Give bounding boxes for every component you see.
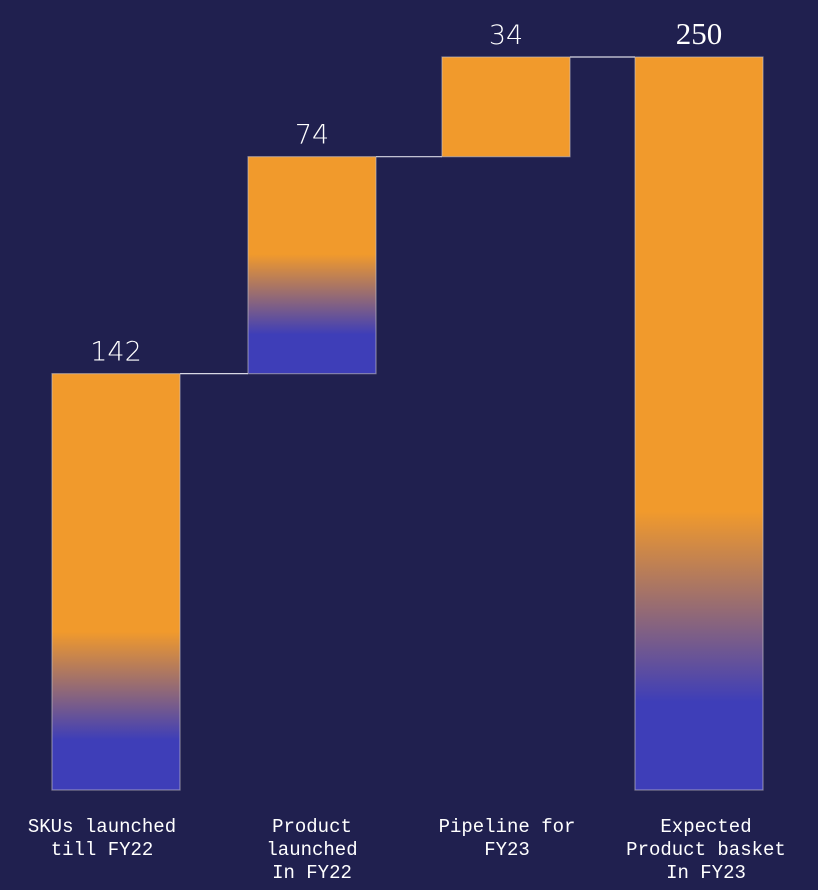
- bar-pipeline: [441, 56, 571, 158]
- x-tick-label-product-launched: Product launched In FY22: [266, 816, 358, 884]
- x-tick-label-pipeline: Pipeline for FY23: [438, 816, 576, 861]
- x-tick-label-skus-launched: SKUs launched till FY22: [27, 816, 177, 861]
- x-tick-label-expected-basket: Expected Product basket In FY23: [626, 816, 786, 884]
- value-labels: 142 74 34 250: [90, 16, 722, 368]
- bar-skus-launched: [51, 373, 181, 791]
- value-label-product-launched: 74: [295, 120, 329, 151]
- value-label-pipeline: 34: [489, 20, 523, 51]
- value-label-expected-basket: 250: [676, 16, 723, 51]
- connector-lines: [180, 56, 635, 375]
- bar-expected-basket: [634, 56, 764, 791]
- value-label-skus-launched: 142: [90, 337, 142, 368]
- bar-product-launched: [247, 156, 377, 375]
- bars: [51, 56, 764, 791]
